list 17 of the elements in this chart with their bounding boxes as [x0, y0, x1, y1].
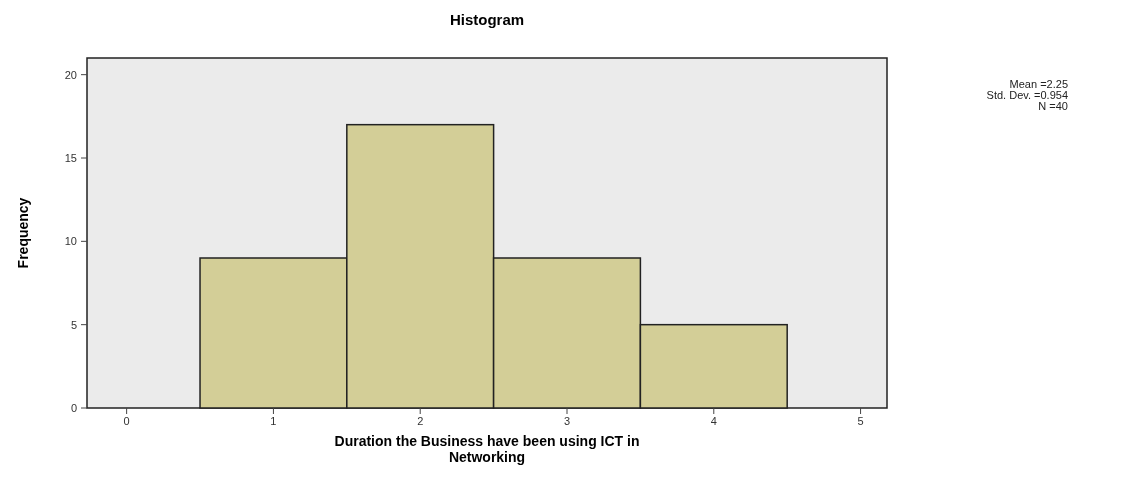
chart-title: Histogram — [449, 11, 525, 28]
y-tick-label: 20 — [64, 68, 77, 81]
x-tick-label: 1 — [270, 415, 277, 427]
text: N =40 — [1038, 100, 1068, 112]
text: Mean =2.25 — [1009, 78, 1068, 90]
x-tick-label: 0 — [123, 415, 130, 427]
x-tick-label: 2 — [417, 415, 424, 427]
text: Std. Dev. =0.954 — [986, 89, 1068, 101]
y-tick-label: 10 — [64, 235, 77, 248]
y-axis-title: Frequency — [15, 197, 31, 269]
y-tick-label: 15 — [64, 152, 77, 164]
x-axis-title: Duration the Business have been using ICT in Networking — [334, 433, 640, 465]
y-tick-label: 5 — [70, 318, 77, 331]
y-tick-label: 0 — [70, 402, 77, 414]
x-tick-label: 5 — [857, 415, 864, 427]
x-tick-label: 3 — [563, 415, 571, 427]
x-tick-label: 4 — [710, 415, 717, 427]
